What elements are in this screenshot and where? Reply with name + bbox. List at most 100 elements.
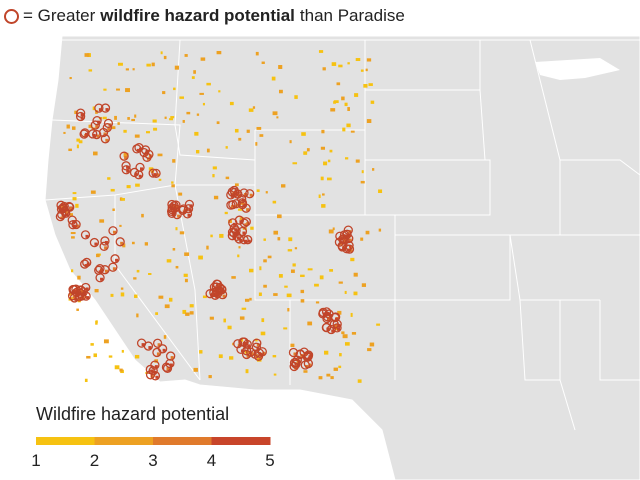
ring — [82, 257, 92, 268]
ring — [75, 111, 86, 122]
fire-patch — [244, 298, 250, 302]
fire-patch — [336, 82, 341, 86]
fire-patch — [252, 106, 256, 109]
fire-patch — [339, 353, 342, 357]
fire-patch — [200, 57, 206, 61]
fire-patch — [242, 342, 246, 346]
fire-patch — [138, 174, 142, 178]
fire-patch — [76, 138, 80, 142]
fire-patch — [164, 116, 167, 119]
fire-patch — [146, 131, 150, 134]
ring — [233, 339, 243, 349]
fire-patch — [263, 238, 266, 241]
fire-patch — [90, 343, 94, 346]
fire-patch — [289, 140, 292, 144]
fire-patch — [96, 253, 100, 258]
ring — [90, 120, 100, 130]
fire-patch — [236, 236, 240, 240]
fire-patch — [349, 249, 353, 253]
ring — [344, 233, 354, 244]
fire-patch — [72, 192, 77, 195]
fire-patch — [151, 62, 155, 67]
fire-patch — [300, 274, 305, 278]
fire-patch — [206, 82, 211, 86]
fire-patch — [158, 295, 164, 299]
scale-label: 5 — [265, 451, 274, 470]
fire-patch — [157, 343, 161, 347]
scale-segment — [153, 437, 212, 445]
fire-patch — [123, 129, 127, 133]
fire-patch — [259, 134, 264, 137]
ring — [326, 324, 336, 335]
fire-patch — [281, 184, 286, 188]
fire-patch — [105, 138, 109, 142]
ring — [241, 217, 251, 227]
fire-patch — [93, 151, 98, 156]
fire-patch — [84, 264, 88, 268]
fire-patch — [76, 308, 79, 311]
fire-patch — [112, 230, 116, 234]
fire-patch — [330, 376, 334, 380]
fire-patch — [94, 242, 98, 246]
fire-patch — [208, 375, 212, 379]
fire-patch — [76, 144, 79, 149]
fire-patch — [355, 159, 360, 163]
fire-patch — [213, 292, 217, 296]
fire-patch — [238, 137, 242, 141]
fire-patch — [116, 88, 120, 91]
fire-patch — [169, 363, 173, 367]
fire-patch — [273, 373, 277, 376]
scale-segment — [36, 437, 95, 445]
fire-patch — [131, 118, 135, 122]
ring — [167, 208, 177, 218]
fire-patch — [288, 237, 293, 242]
fire-patch — [117, 62, 123, 66]
fire-patch — [88, 69, 93, 72]
fire-patch — [75, 203, 79, 208]
ring — [254, 348, 265, 358]
fire-patch — [329, 269, 334, 272]
fire-patch — [107, 127, 111, 131]
fire-patch — [103, 88, 107, 91]
fire-patch — [276, 116, 279, 119]
fire-patch — [273, 293, 278, 296]
fire-patch — [347, 107, 350, 111]
ring — [302, 352, 313, 362]
fire-patch — [210, 234, 213, 238]
fire-patch — [301, 132, 306, 136]
fire-patch — [230, 205, 234, 209]
fire-patch — [219, 287, 223, 291]
fire-patch — [206, 245, 209, 250]
fire-patch — [77, 275, 81, 280]
fire-patch — [333, 100, 339, 104]
fire-patch — [104, 246, 108, 250]
fire-patch — [216, 50, 222, 55]
fire-patch — [112, 208, 115, 212]
ring — [227, 187, 237, 197]
fire-patch — [287, 308, 290, 312]
fire-patch — [256, 126, 262, 130]
fire-patch — [277, 237, 281, 241]
ring — [76, 285, 86, 295]
ring — [162, 363, 173, 374]
fire-patch — [259, 266, 262, 271]
fire-patch — [110, 188, 115, 192]
fire-patch — [175, 227, 178, 231]
fire-patch — [307, 321, 313, 326]
fire-patch — [331, 62, 337, 66]
fire-patch — [193, 70, 196, 74]
fire-patch — [199, 350, 203, 354]
fire-patch — [261, 318, 265, 323]
fire-patch — [278, 65, 283, 69]
fire-patch — [342, 246, 346, 250]
fire-patch — [271, 76, 276, 81]
fire-patch — [182, 309, 187, 314]
fire-patch — [80, 116, 84, 120]
fire-patch — [134, 172, 138, 176]
ring — [151, 168, 161, 179]
fire-patch — [170, 356, 174, 360]
ring — [94, 265, 104, 275]
fire-patch — [247, 344, 251, 348]
fire-patch — [244, 239, 248, 243]
scale-label: 2 — [90, 451, 99, 470]
